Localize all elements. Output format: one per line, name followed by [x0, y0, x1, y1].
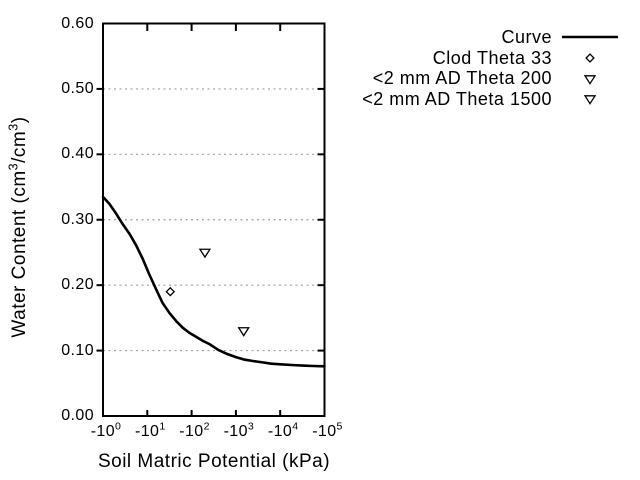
x-tick-label: -102 — [179, 420, 210, 440]
legend-item: <2 mm AD Theta 200 — [362, 68, 620, 89]
legend-item: <2 mm AD Theta 1500 — [362, 89, 620, 110]
legend-item-label: <2 mm AD Theta 1500 — [362, 88, 552, 109]
data-point-marker — [237, 327, 250, 337]
legend-item-label: <2 mm AD Theta 200 — [372, 68, 552, 89]
x-tick-label: -103 — [223, 420, 255, 440]
data-point-marker — [198, 248, 212, 259]
legend-line-swatch-icon — [562, 36, 618, 39]
legend-item: Clod Theta 33 — [362, 48, 620, 69]
legend-triangle-down-marker-icon — [583, 95, 597, 106]
x-tick-label: -100 — [90, 420, 122, 440]
legend-item-label: Curve — [501, 26, 552, 47]
legend: Curve Clod Theta 33 <2 mm AD Theta 200 <2 m… — [362, 27, 620, 110]
legend-item: Curve — [362, 27, 620, 48]
legend-diamond-marker-icon — [585, 53, 595, 63]
x-tick-label: -104 — [267, 420, 299, 440]
y-tick-label: 0.20 — [61, 276, 94, 294]
data-point-marker — [165, 286, 176, 297]
x-tick-label: -101 — [134, 420, 166, 440]
y-tick-label: 0.50 — [61, 79, 94, 97]
y-axis-title: Water Content (cm3/cm3) — [6, 116, 30, 338]
retention-curve — [101, 195, 326, 368]
legend-swatch-shape — [583, 74, 597, 85]
legend-triangle-down-marker-icon — [583, 74, 597, 85]
legend-swatch-shape — [583, 95, 597, 106]
y-tick-label: 0.10 — [61, 341, 94, 359]
y-tick-label: 0.40 — [61, 145, 94, 163]
legend-item-label: Clod Theta 33 — [432, 47, 552, 68]
legend-swatch-shape — [585, 53, 595, 63]
y-tick-label: 0.00 — [61, 407, 94, 424]
y-tick-label: 0.60 — [61, 14, 94, 32]
x-tick-label: -105 — [312, 420, 343, 440]
y-tick-label: 0.30 — [61, 210, 94, 228]
plot-border — [102, 22, 326, 417]
x-axis-title: Soil Matric Potential (kPa) — [97, 451, 331, 472]
